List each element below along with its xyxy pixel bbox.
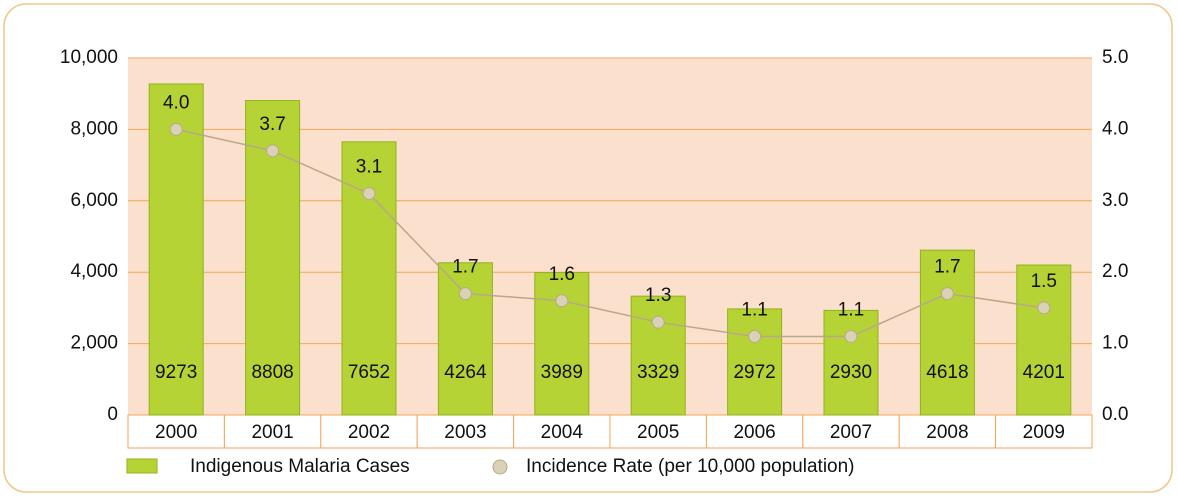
x-tick-label: 2009 (1023, 422, 1065, 443)
line-marker (748, 329, 762, 343)
line (176, 128, 1044, 338)
line-value-label: 1.6 (549, 264, 575, 285)
y-tick-label: 10,000 (60, 47, 118, 68)
bar-value-label: 4201 (1023, 362, 1065, 383)
x-tick-label: 2000 (155, 422, 197, 443)
bar-value-label: 3329 (637, 362, 679, 383)
bar (534, 272, 590, 416)
line-marker (458, 287, 472, 301)
line-value-label: 1.1 (838, 299, 864, 320)
line-value-label: 3.1 (356, 157, 382, 178)
y-tick-label: 0 (107, 404, 118, 425)
line-marker (266, 144, 280, 158)
line-value-label: 1.5 (1031, 271, 1057, 292)
bar-value-label: 8808 (251, 362, 293, 383)
x-tick-label: 2001 (251, 422, 293, 443)
bar (727, 308, 783, 416)
bar-value-label: 4618 (926, 362, 968, 383)
line-marker (555, 294, 569, 308)
x-tick-label: 2007 (830, 422, 872, 443)
y2-tick-label: 0.0 (1102, 404, 1128, 425)
line-marker (362, 187, 376, 201)
y-tick-label: 6,000 (70, 190, 118, 211)
y2-tick-label: 4.0 (1102, 118, 1128, 139)
y-tick-label: 8,000 (70, 118, 118, 139)
x-tick-label: 2002 (348, 422, 390, 443)
bar-value-label: 2930 (830, 362, 872, 383)
line-marker (940, 287, 954, 301)
legend-label: Indigenous Malaria Cases (190, 456, 410, 477)
legend-marker (492, 459, 508, 475)
y2-tick-label: 1.0 (1102, 333, 1128, 354)
x-tick-label: 2003 (444, 422, 486, 443)
category-cell (898, 414, 997, 449)
x-tick-label: 2008 (926, 422, 968, 443)
category-cell (416, 414, 515, 449)
line-value-label: 1.7 (934, 257, 960, 278)
line-marker (651, 315, 665, 329)
bar-value-label: 2972 (733, 362, 775, 383)
bar-value-label: 7652 (348, 362, 390, 383)
line-value-label: 3.7 (259, 114, 285, 135)
bar (919, 249, 975, 416)
bar (148, 83, 204, 416)
line-marker (844, 329, 858, 343)
y2-tick-label: 3.0 (1102, 190, 1128, 211)
bar-value-label: 9273 (155, 362, 197, 383)
category-cell (320, 414, 418, 449)
x-tick-label: 2005 (637, 422, 679, 443)
bar (1016, 264, 1072, 416)
bar (630, 295, 686, 416)
y-tick-label: 4,000 (70, 261, 118, 282)
line-value-label: 1.1 (741, 299, 767, 320)
x-tick-label: 2004 (541, 422, 584, 443)
legend-swatch (126, 458, 158, 474)
line-value-label: 1.7 (452, 257, 478, 278)
x-tick-label: 2006 (733, 422, 775, 443)
line-marker (1037, 301, 1051, 315)
category-cell (127, 414, 225, 449)
y2-tick-label: 5.0 (1102, 47, 1128, 68)
bar (437, 262, 493, 416)
y2-tick-label: 2.0 (1102, 261, 1128, 282)
y-tick-label: 2,000 (70, 333, 118, 354)
category-cell (995, 414, 1093, 449)
bar-value-label: 4264 (444, 362, 487, 383)
line-value-label: 1.3 (645, 285, 671, 306)
line-marker (169, 122, 183, 136)
legend-label: Incidence Rate (per 10,000 population) (526, 456, 855, 477)
bar-value-label: 3989 (541, 362, 583, 383)
category-cell (705, 414, 804, 449)
line-value-label: 4.0 (163, 92, 189, 113)
